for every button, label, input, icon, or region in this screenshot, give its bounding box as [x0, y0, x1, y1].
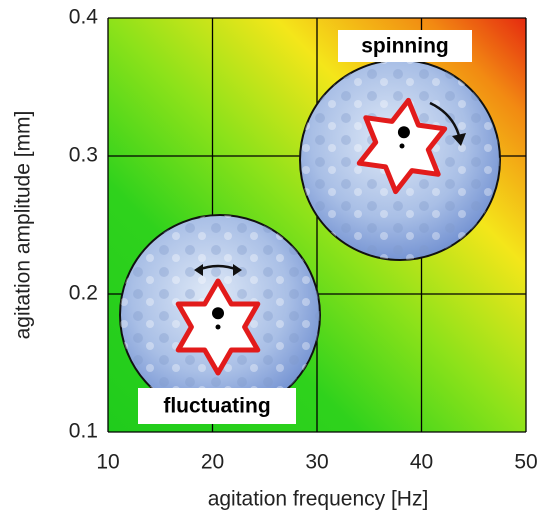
spinning-inset	[299, 59, 501, 261]
dot	[212, 307, 224, 320]
y-tick-label: 0.3	[69, 144, 98, 167]
y-axis-label: agitation amplitude [mm]	[12, 111, 35, 340]
y-tick-label: 0.1	[69, 420, 98, 443]
y-tick-label: 0.4	[69, 6, 99, 29]
x-tick-label: 30	[305, 451, 328, 474]
dot	[397, 126, 410, 139]
label-box	[338, 30, 472, 62]
annotation: fluctuating	[163, 395, 270, 418]
label-box	[138, 388, 296, 424]
dot	[399, 143, 405, 149]
x-axis-label: agitation frequency [Hz]	[208, 488, 429, 511]
x-tick-label: 50	[514, 451, 537, 474]
x-tick-label: 40	[410, 451, 433, 474]
x-tick-label: 20	[201, 451, 224, 474]
y-tick-label: 0.2	[69, 282, 98, 305]
annotation: spinning	[361, 35, 449, 58]
fluctuating-inset	[119, 214, 321, 416]
x-tick-label: 10	[96, 451, 119, 474]
dot	[215, 324, 221, 330]
